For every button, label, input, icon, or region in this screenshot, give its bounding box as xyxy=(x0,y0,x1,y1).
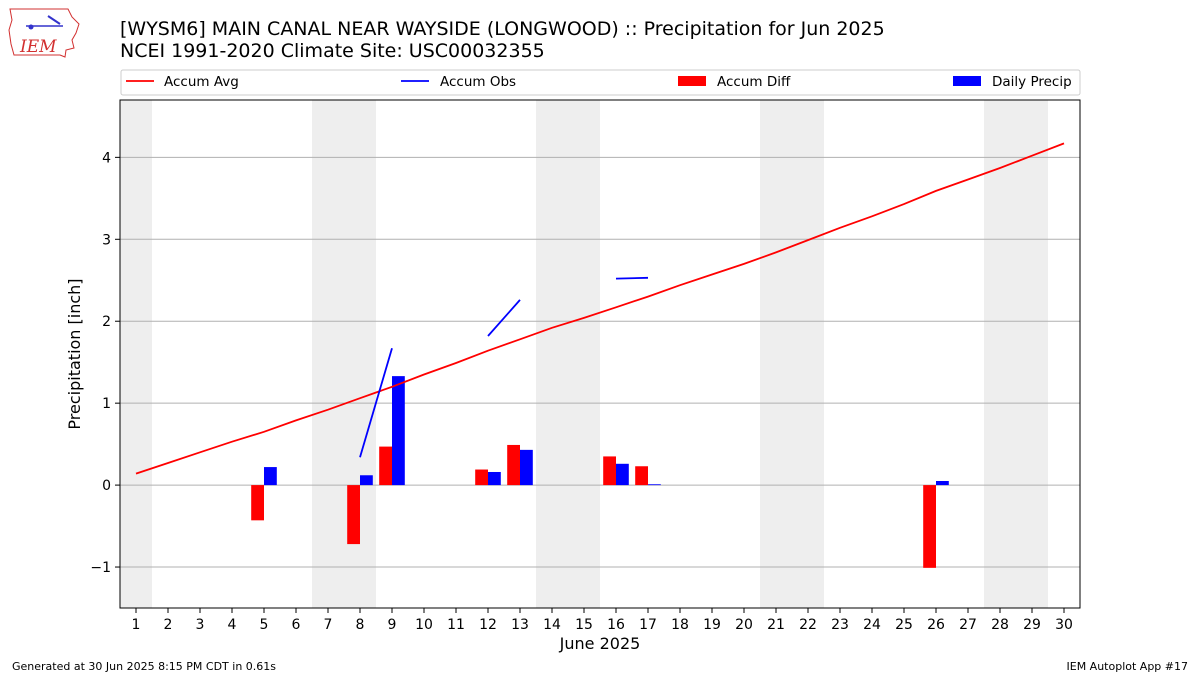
x-tick-label: 2 xyxy=(164,617,173,633)
y-tick-label: 2 xyxy=(102,314,111,330)
x-tick-label: 20 xyxy=(735,617,753,633)
x-tick-label: 1 xyxy=(132,617,141,633)
daily-precip-bar xyxy=(616,463,629,486)
x-tick-label: 23 xyxy=(831,617,849,633)
weekend-band xyxy=(536,100,600,608)
iem-logo: IEM xyxy=(8,8,80,58)
y-tick-label: 3 xyxy=(102,232,111,248)
x-tick-label: 18 xyxy=(671,617,689,633)
x-tick-label: 24 xyxy=(863,617,881,633)
weather-vane-icon xyxy=(47,15,61,25)
accum-avg-line xyxy=(135,142,1065,475)
accum-diff-bar xyxy=(507,444,520,486)
series-lines xyxy=(135,142,1065,475)
accum-diff-bar xyxy=(603,456,616,486)
x-tick-label: 11 xyxy=(447,617,465,633)
accum-obs-line xyxy=(487,299,521,337)
x-tick-label: 12 xyxy=(479,617,497,633)
x-tick-label: 9 xyxy=(388,617,397,633)
x-tick-label: 22 xyxy=(799,617,817,633)
accum-diff-bar xyxy=(251,485,264,521)
x-tick-label: 4 xyxy=(228,617,237,633)
weekend-band xyxy=(760,100,824,608)
legend-swatch-daily-precip xyxy=(953,76,981,86)
legend-label-accum-diff: Accum Diff xyxy=(717,74,791,90)
legend-box xyxy=(120,69,1081,96)
daily-precip-bar xyxy=(392,376,405,486)
x-tick-label: 14 xyxy=(543,617,561,633)
x-tick-label: 28 xyxy=(991,617,1009,633)
accum-obs-line xyxy=(359,348,393,458)
grid-lines xyxy=(120,156,1080,568)
x-tick-label: 5 xyxy=(260,617,269,633)
chart-title: [WYSM6] MAIN CANAL NEAR WAYSIDE (LONGWOO… xyxy=(120,18,885,40)
accum-diff-bar xyxy=(347,485,360,545)
y-tick-label: −1 xyxy=(90,560,111,576)
x-tick-label: 3 xyxy=(196,617,205,633)
sensor-dot-icon xyxy=(28,24,34,30)
weekend-band xyxy=(984,100,1048,608)
x-tick-label: 25 xyxy=(895,617,913,633)
x-tick-label: 7 xyxy=(324,617,333,633)
x-axis-label: June 2025 xyxy=(559,634,641,653)
daily-precip-bar xyxy=(520,449,533,486)
daily-precip-bar xyxy=(360,475,373,486)
accum-diff-bar xyxy=(475,469,488,486)
x-tick-label: 15 xyxy=(575,617,593,633)
app-label: IEM Autoplot App #17 xyxy=(1067,660,1189,673)
x-tick-label: 27 xyxy=(959,617,977,633)
x-tick-label: 13 xyxy=(511,617,529,633)
accum-diff-bar xyxy=(635,466,648,486)
x-tick-label: 26 xyxy=(927,617,945,633)
legend-label-accum-avg: Accum Avg xyxy=(164,74,239,90)
y-tick-label: 0 xyxy=(102,478,111,494)
legend-swatch-accum-diff xyxy=(678,76,706,86)
daily-precip-bar xyxy=(936,481,949,486)
logo-text: IEM xyxy=(19,37,57,57)
x-tick-label: 10 xyxy=(415,617,433,633)
daily-precip-bar xyxy=(488,471,501,486)
daily-precip-bar xyxy=(648,484,661,486)
y-tick-label: 1 xyxy=(102,396,111,412)
generated-timestamp: Generated at 30 Jun 2025 8:15 PM CDT in … xyxy=(12,660,276,673)
x-tick-label: 16 xyxy=(607,617,625,633)
plot-frame xyxy=(119,99,1081,609)
accum-diff-bar xyxy=(923,485,936,568)
x-tick-label: 8 xyxy=(356,617,365,633)
weekend-band xyxy=(312,100,376,608)
chart-subtitle: NCEI 1991-2020 Climate Site: USC00032355 xyxy=(120,40,545,62)
weekend-band xyxy=(120,100,152,608)
bars xyxy=(251,376,949,568)
y-axis-label: Precipitation [inch] xyxy=(65,278,84,429)
legend-label-daily-precip: Daily Precip xyxy=(992,74,1072,90)
x-tick-label: 19 xyxy=(703,617,721,633)
x-tick-label: 6 xyxy=(292,617,301,633)
x-tick-label: 29 xyxy=(1023,617,1041,633)
accum-obs-line xyxy=(615,276,649,280)
x-tick-label: 17 xyxy=(639,617,657,633)
x-tick-label: 30 xyxy=(1055,617,1073,633)
accum-diff-bar xyxy=(379,446,392,486)
x-tick-label: 21 xyxy=(767,617,785,633)
legend: Accum Avg Accum Obs Accum Diff Daily Pre… xyxy=(120,69,1081,96)
iowa-outline-icon xyxy=(8,8,80,58)
y-tick-label: 4 xyxy=(102,150,111,166)
daily-precip-bar xyxy=(264,467,277,486)
legend-label-accum-obs: Accum Obs xyxy=(440,74,516,90)
weekend-shading xyxy=(120,100,1048,608)
